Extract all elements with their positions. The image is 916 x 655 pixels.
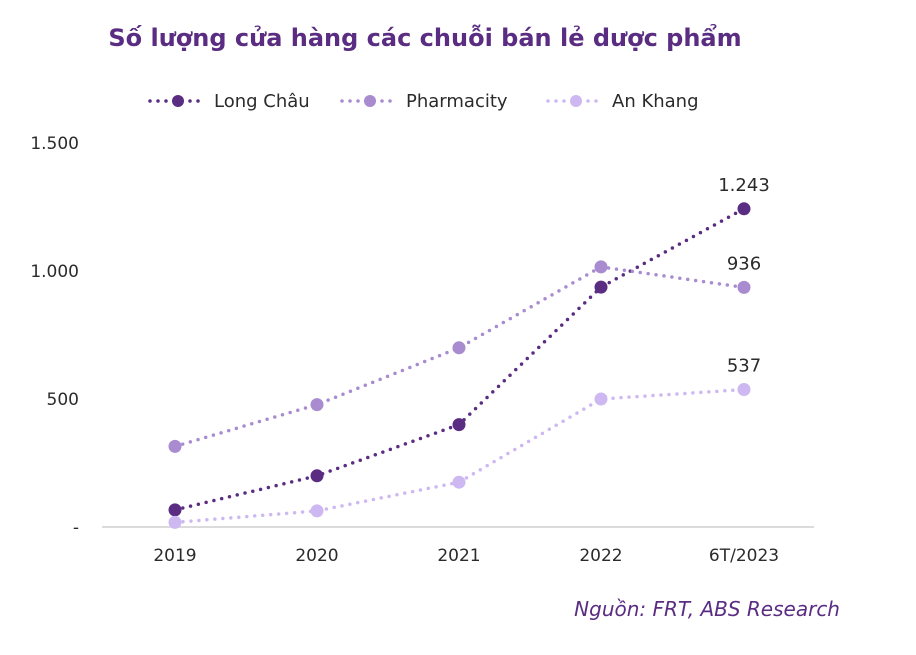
series-long-châu: 1.243 bbox=[168, 175, 770, 517]
series-pharmacity: 936 bbox=[168, 253, 761, 453]
legend-item: An Khang bbox=[546, 91, 699, 112]
data-point bbox=[168, 515, 182, 529]
data-point bbox=[594, 280, 608, 294]
legend-swatch-marker bbox=[570, 95, 582, 107]
x-tick-label: 2021 bbox=[437, 546, 480, 566]
legend-swatch-marker bbox=[364, 95, 376, 107]
y-tick-label: 500 bbox=[47, 390, 79, 410]
data-label: 537 bbox=[727, 356, 761, 377]
x-tick-label: 2022 bbox=[579, 546, 622, 566]
y-tick-label: - bbox=[73, 518, 79, 538]
series-an-khang: 537 bbox=[168, 356, 761, 529]
data-point bbox=[737, 383, 751, 397]
series-line bbox=[173, 265, 746, 449]
legend-label: Pharmacity bbox=[406, 91, 508, 112]
legend-label: An Khang bbox=[612, 91, 699, 112]
x-axis: 2019 2020 2021 2022 6T/2023 bbox=[153, 546, 779, 566]
y-tick-label: 1.000 bbox=[30, 262, 79, 282]
series-line bbox=[173, 387, 746, 525]
data-point bbox=[168, 439, 182, 453]
data-point bbox=[310, 504, 324, 518]
series-line bbox=[173, 207, 746, 512]
y-axis: - 500 1.000 1.500 bbox=[30, 134, 79, 538]
data-label: 1.243 bbox=[718, 175, 770, 196]
legend-item: Long Châu bbox=[148, 91, 310, 112]
data-point bbox=[452, 475, 466, 489]
data-point bbox=[594, 260, 608, 274]
chart-title: Số lượng cửa hàng các chuỗi bán lẻ dược … bbox=[108, 22, 741, 52]
data-point bbox=[452, 341, 466, 355]
series-group: 1.243 936 537 bbox=[168, 175, 770, 529]
data-point bbox=[737, 202, 751, 216]
legend-item: Pharmacity bbox=[340, 91, 508, 112]
data-point bbox=[737, 280, 751, 294]
source-note: Nguồn: FRT, ABS Research bbox=[574, 597, 840, 621]
y-tick-label: 1.500 bbox=[30, 134, 79, 154]
data-point bbox=[168, 503, 182, 517]
legend-swatch-marker bbox=[172, 95, 184, 107]
data-point bbox=[310, 469, 324, 483]
legend: Long Châu Pharmacity An Khang bbox=[148, 91, 699, 112]
x-tick-label: 2020 bbox=[295, 546, 338, 566]
x-tick-label: 2019 bbox=[153, 546, 196, 566]
data-point bbox=[310, 398, 324, 412]
legend-label: Long Châu bbox=[214, 91, 310, 112]
data-point bbox=[452, 418, 466, 432]
x-tick-label: 6T/2023 bbox=[709, 546, 779, 566]
data-label: 936 bbox=[727, 253, 761, 274]
data-point bbox=[594, 392, 608, 406]
